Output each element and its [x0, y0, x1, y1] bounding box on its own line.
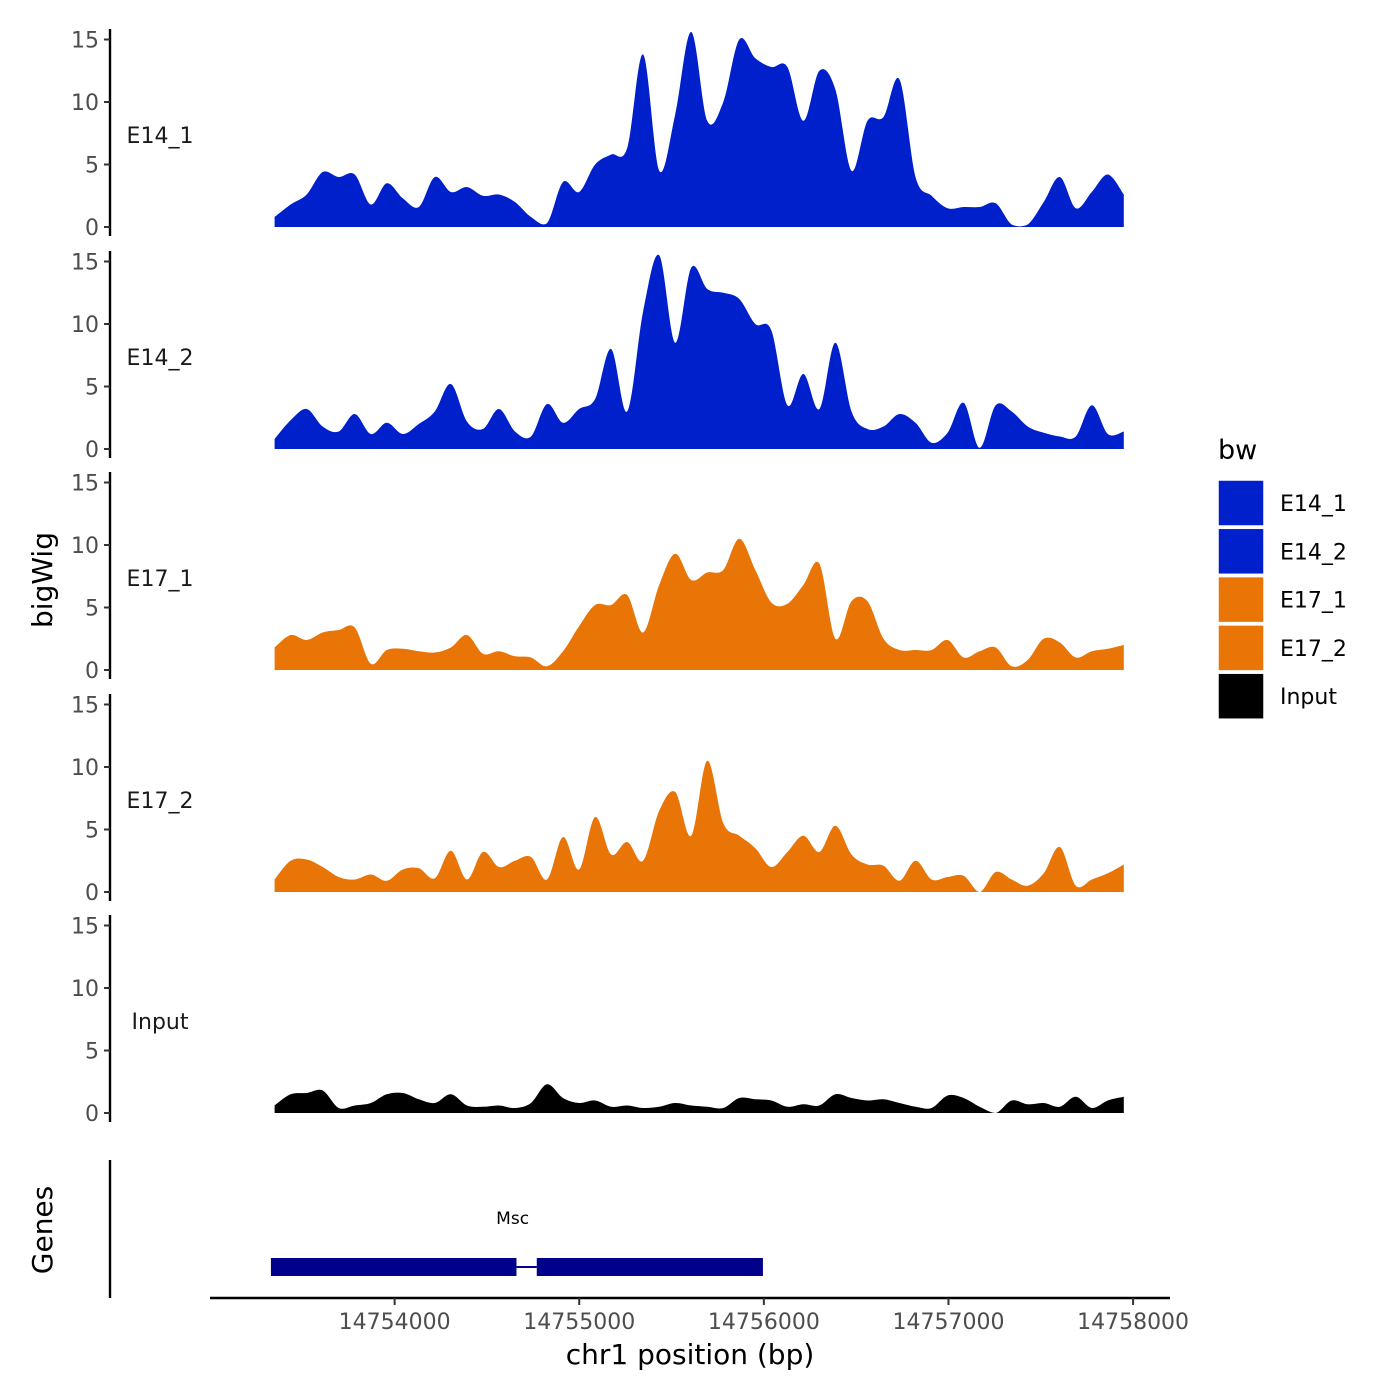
track-label: E14_1 [127, 124, 194, 149]
track-label: E14_2 [127, 346, 194, 371]
legend-label: E14_2 [1280, 540, 1347, 565]
legend-key [1217, 527, 1265, 576]
y-tick-label: 5 [85, 1040, 99, 1065]
y-tick-label: 0 [85, 216, 99, 241]
y-tick-label: 15 [71, 472, 99, 497]
y-tick-label: 5 [85, 597, 99, 622]
y-tick-label: 15 [71, 915, 99, 940]
gene-msc: Msc [270, 1209, 763, 1276]
track-input: 0 5 10 15 Input [71, 915, 1124, 1127]
legend-label: E17_1 [1280, 589, 1347, 614]
legend-entry-e14_1: E14_1 [1217, 479, 1347, 527]
area-input [274, 1084, 1124, 1113]
legend-entry-input: Input [1217, 672, 1337, 720]
y-tick-label: 15 [71, 29, 99, 54]
legend-key [1217, 624, 1265, 672]
y-tick-label: 5 [85, 376, 99, 401]
gene-exon-block [536, 1258, 763, 1276]
legend-label: Input [1280, 685, 1337, 710]
legend-entry-e17_2: E17_2 [1217, 624, 1347, 672]
y-tick-label: 15 [71, 251, 99, 276]
legend-key [1217, 575, 1265, 624]
y-tick-label: 0 [85, 659, 99, 684]
track-e14_2: 0 5 10 15 E14_2 [71, 251, 1124, 463]
track-e17_1: 0 5 10 15 E17_1 [71, 472, 1124, 684]
x-axis: 14754000 14755000 14756000 14757000 14758000 [210, 1296, 1189, 1335]
genes-axis-title: Genes [26, 1186, 59, 1274]
legend-entry-e14_2: E14_2 [1217, 527, 1347, 576]
x-tick-label: 14755000 [523, 1310, 635, 1335]
y-tick-label: 0 [85, 438, 99, 463]
x-tick-label: 14758000 [1077, 1310, 1189, 1335]
legend-label: E17_2 [1280, 637, 1347, 662]
y-tick-label: 10 [71, 91, 99, 116]
track-label: Input [132, 1010, 189, 1035]
bigwig-tracks: 0 5 10 15 E14_1 0 5 10 15 E14_2 0 5 10 15 E17_1 0 5 10 15 E… [71, 29, 1124, 1127]
y-tick-label: 10 [71, 534, 99, 559]
x-tick-label: 14754000 [339, 1310, 451, 1335]
gene-track: Msc [108, 1160, 763, 1298]
track-e17_2: 0 5 10 15 E17_2 [71, 694, 1124, 906]
y-tick-label: 0 [85, 881, 99, 906]
legend-key [1217, 479, 1265, 527]
gene-exon-block [270, 1258, 517, 1276]
area-e14_1 [274, 31, 1124, 228]
y-tick-label: 15 [71, 694, 99, 719]
area-e17_2 [274, 760, 1124, 892]
y-tick-label: 5 [85, 819, 99, 844]
legend-entry-e17_1: E17_1 [1217, 575, 1347, 624]
area-e14_2 [274, 254, 1124, 449]
track-label: E17_1 [127, 567, 194, 592]
y-tick-label: 10 [71, 313, 99, 338]
x-tick-label: 14756000 [708, 1310, 820, 1335]
y-tick-label: 10 [71, 756, 99, 781]
legend-key [1217, 672, 1265, 720]
legend-label: E14_1 [1280, 492, 1347, 517]
y-axis-title: bigWig [26, 532, 59, 628]
x-axis-title: chr1 position (bp) [566, 1338, 815, 1371]
y-tick-label: 0 [85, 1102, 99, 1127]
area-e17_1 [274, 538, 1124, 670]
x-tick-label: 14757000 [892, 1310, 1004, 1335]
legend: bw E14_1 E14_2 E17_1 E17_2 Input [1217, 435, 1347, 720]
track-e14_1: 0 5 10 15 E14_1 [71, 29, 1124, 241]
legend-title: bw [1218, 435, 1257, 466]
y-tick-label: 10 [71, 977, 99, 1002]
track-label: E17_2 [127, 789, 194, 814]
y-tick-label: 5 [85, 154, 99, 179]
gene-label: Msc [496, 1209, 529, 1229]
